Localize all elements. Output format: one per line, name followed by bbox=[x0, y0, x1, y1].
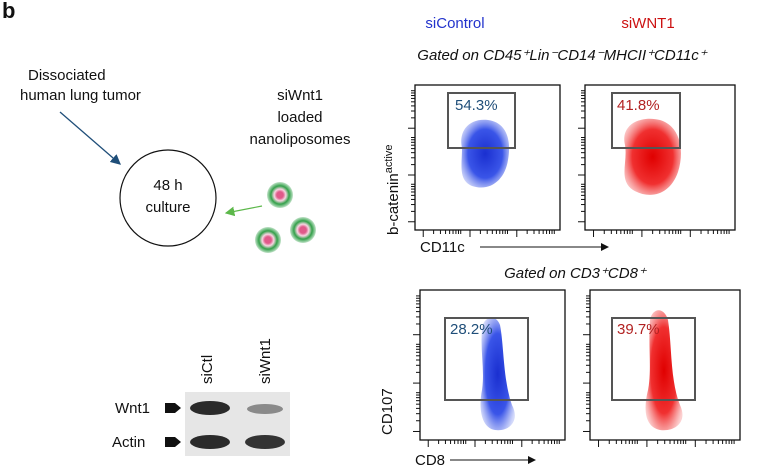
x-axis-label: CD8 bbox=[415, 452, 445, 469]
lane-label: siCtl bbox=[199, 355, 216, 384]
band bbox=[245, 435, 285, 449]
nanoliposome bbox=[267, 182, 293, 208]
population bbox=[480, 317, 515, 431]
row-arrow bbox=[165, 403, 181, 413]
treatment-label: nanoliposomes bbox=[250, 131, 351, 148]
plot-frame bbox=[414, 84, 561, 231]
gate bbox=[611, 317, 696, 401]
y-axis-label-text: b-catenin bbox=[385, 173, 402, 235]
row-label: Actin bbox=[112, 434, 145, 451]
flow-plots: 54.3% 41.8% 28.2% 39.7% bbox=[408, 84, 741, 447]
y-axis-label-sup: active bbox=[383, 145, 395, 174]
y-axis-label: b-cateninactive bbox=[383, 145, 402, 235]
row-label: Wnt1 bbox=[115, 400, 150, 417]
treatment-label: siWnt1 bbox=[277, 87, 323, 104]
x-axis-label: CD11c bbox=[420, 239, 465, 256]
gate-percentage: 39.7% bbox=[617, 321, 660, 338]
culture-circle bbox=[119, 149, 217, 247]
gate-percentage: 54.3% bbox=[455, 97, 498, 114]
condition-label: siControl bbox=[425, 15, 484, 32]
gate bbox=[447, 92, 516, 149]
gate-percentage: 41.8% bbox=[617, 97, 660, 114]
source-label: Dissociated bbox=[28, 67, 106, 84]
population bbox=[624, 118, 681, 195]
plot-frame bbox=[419, 289, 566, 441]
gate bbox=[611, 92, 681, 149]
population bbox=[461, 119, 510, 188]
row-arrow bbox=[165, 437, 181, 447]
band bbox=[247, 404, 283, 414]
nanoliposome bbox=[290, 217, 316, 243]
gate-percentage: 28.2% bbox=[450, 321, 493, 338]
panel-label: b bbox=[2, 0, 15, 23]
gating-label: Gated on CD45⁺Lin⁻CD14⁻MHCII⁺CD11c⁺ bbox=[417, 47, 707, 64]
nanoliposome bbox=[255, 227, 281, 253]
gating-label: Gated on CD3⁺CD8⁺ bbox=[504, 265, 647, 282]
gate bbox=[444, 317, 529, 401]
source-label: human lung tumor bbox=[20, 87, 141, 104]
band bbox=[190, 401, 230, 415]
culture-label: culture bbox=[145, 199, 190, 216]
lane-label: siWnt1 bbox=[257, 338, 274, 384]
y-axis-label: CD107 bbox=[379, 388, 396, 435]
arrow bbox=[59, 111, 121, 165]
band bbox=[190, 435, 230, 449]
arrow bbox=[224, 205, 263, 217]
culture-label: 48 h bbox=[153, 177, 182, 194]
plot-frame bbox=[589, 289, 741, 441]
plot-frame bbox=[584, 84, 736, 231]
condition-label: siWNT1 bbox=[621, 15, 674, 32]
treatment-label: loaded bbox=[277, 109, 322, 126]
